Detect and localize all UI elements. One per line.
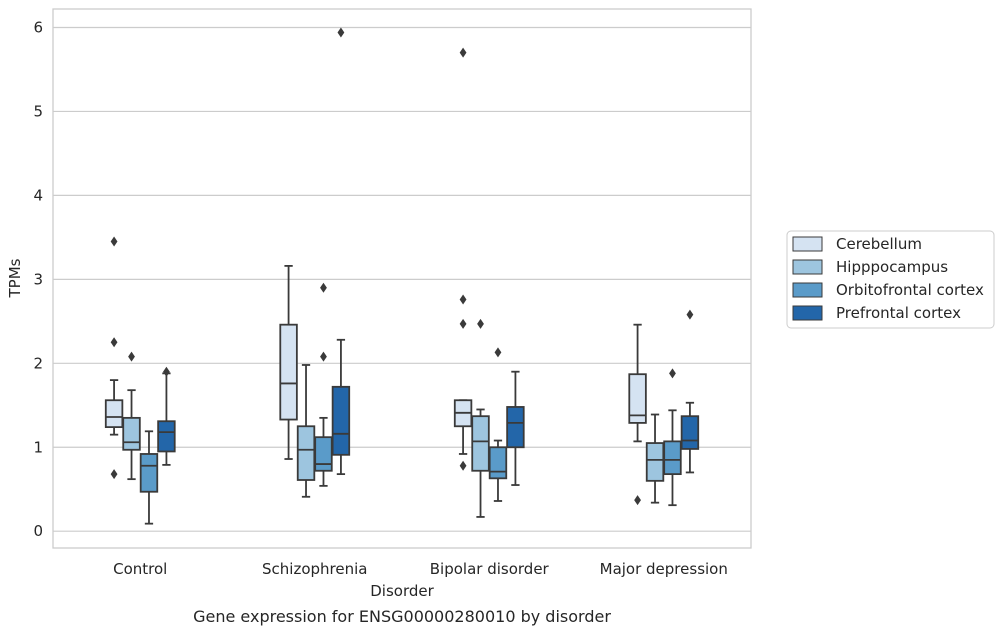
y-tick-label: 0	[33, 522, 43, 540]
box-iqr	[279, 323, 298, 421]
x-axis-title: Disorder	[370, 582, 434, 600]
box-orbitofrontal-cortex	[314, 282, 333, 487]
outlier-point	[459, 294, 467, 305]
box-iqr	[314, 436, 333, 472]
box-iqr	[139, 453, 159, 493]
legend: Cerebellum Hipppocampus Orbitofrontal cort…	[786, 230, 995, 329]
box-orbitofrontal-cortex	[663, 368, 682, 507]
box-cerebellum	[628, 323, 647, 506]
outlier-point	[459, 460, 467, 471]
box-prefrontal-cortex	[157, 366, 176, 466]
x-tick-label: Control	[113, 560, 167, 578]
x-tick-label: Major depression	[600, 560, 728, 578]
x-tick-label: Bipolar disorder	[430, 560, 550, 578]
box-iqr	[488, 446, 508, 480]
outlier-point	[459, 318, 467, 329]
box-hipppocampus	[122, 351, 141, 481]
y-tick-label: 6	[33, 18, 43, 36]
outlier-point	[686, 309, 694, 320]
box-hipppocampus	[296, 364, 316, 498]
outlier-point	[110, 236, 118, 247]
box-prefrontal-cortex	[680, 309, 700, 474]
box-iqr	[296, 425, 316, 481]
box-hipppocampus	[645, 413, 665, 504]
y-tick-label: 5	[33, 102, 43, 120]
box-prefrontal-cortex	[331, 27, 351, 476]
outlier-point	[163, 366, 170, 377]
legend-label: Prefrontal cortex	[836, 304, 961, 322]
y-tick-label: 4	[33, 186, 43, 204]
plot-frame	[52, 8, 752, 549]
x-tick-labels: Control Schizophrenia Bipolar disorder Majo…	[113, 560, 728, 578]
box-cerebellum	[104, 236, 124, 480]
outlier-point	[128, 351, 135, 362]
outlier-point	[494, 347, 502, 358]
box-hipppocampus	[471, 318, 490, 518]
y-tick-label: 2	[33, 354, 43, 372]
y-axis-title: TPMs	[6, 258, 24, 298]
box-orbitofrontal-cortex	[139, 430, 159, 525]
legend-swatch	[792, 282, 823, 298]
outlier-point	[634, 495, 641, 506]
legend-swatch	[792, 305, 823, 321]
box-iqr	[645, 442, 665, 482]
x-tick-label: Schizophrenia	[262, 560, 367, 578]
y-tick-label: 3	[33, 270, 43, 288]
box-iqr	[157, 420, 176, 453]
outlier-point	[110, 469, 118, 480]
y-tick-label: 1	[33, 438, 43, 456]
legend-swatch	[792, 259, 823, 275]
box-iqr	[680, 415, 700, 450]
boxes	[104, 27, 700, 525]
legend-swatch	[792, 236, 823, 252]
outlier-point	[337, 27, 345, 38]
outlier-point	[477, 318, 484, 329]
legend-label: Orbitofrontal cortex	[836, 281, 984, 299]
box-orbitofrontal-cortex	[488, 347, 508, 502]
legend-label: Hipppocampus	[836, 258, 948, 276]
box-iqr	[331, 385, 351, 456]
box-cerebellum	[279, 265, 298, 460]
box-iqr	[471, 415, 490, 472]
box-iqr	[104, 399, 124, 429]
outlier-point	[459, 47, 467, 58]
outlier-point	[110, 337, 118, 348]
y-tick-labels: 0 1 2 3 4 5 6	[33, 18, 43, 540]
box-iqr	[663, 440, 682, 476]
box-prefrontal-cortex	[506, 370, 525, 486]
figure-caption: Gene expression for ENSG00000280010 by d…	[193, 607, 611, 626]
box-iqr	[506, 406, 525, 449]
outlier-point	[320, 282, 327, 293]
box-iqr	[628, 373, 647, 424]
outlier-point	[669, 368, 676, 379]
box-iqr	[122, 416, 141, 451]
outlier-point	[320, 351, 327, 362]
legend-label: Cerebellum	[836, 235, 922, 253]
box-cerebellum	[453, 47, 473, 471]
